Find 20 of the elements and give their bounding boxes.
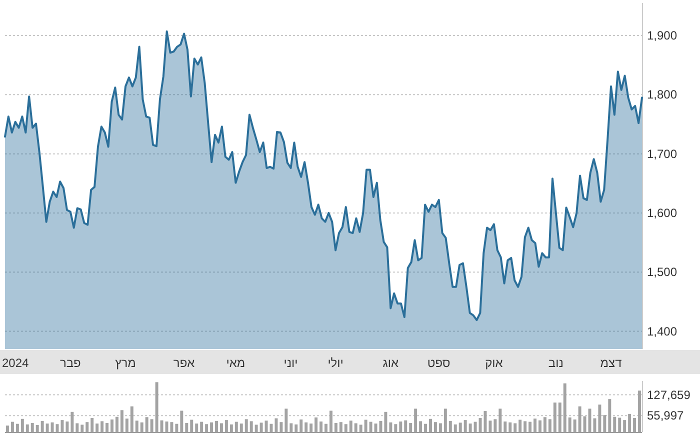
x-tick-label: יוני — [284, 356, 298, 370]
x-tick-label: אוק — [485, 356, 504, 370]
y-tick-label: 55,997 — [647, 408, 684, 423]
x-tick-label: נוב — [548, 356, 564, 370]
x-tick-label: פבר — [60, 356, 81, 370]
x-tick-label: דצמ — [600, 356, 622, 370]
x-tick-label: יולי — [328, 356, 344, 370]
y-tick-label: 1,900 — [647, 28, 678, 43]
y-tick-label: 1,700 — [647, 146, 678, 161]
x-tick-label: 2024 — [2, 356, 29, 370]
y-tick-label: 1,500 — [647, 265, 678, 280]
x-tick-label: מרץ — [115, 356, 136, 370]
x-tick-label: אוג — [382, 356, 399, 370]
x-tick-label: ספט — [427, 356, 450, 370]
y-tick-label: 1,600 — [647, 206, 678, 220]
y-tick-label: 1,400 — [647, 324, 678, 338]
x-tick-label: אפר — [173, 356, 196, 370]
y-tick-label: 127,659 — [647, 388, 691, 402]
y-tick-label: 1,800 — [647, 88, 678, 102]
x-tick-label: מאי — [226, 356, 246, 370]
